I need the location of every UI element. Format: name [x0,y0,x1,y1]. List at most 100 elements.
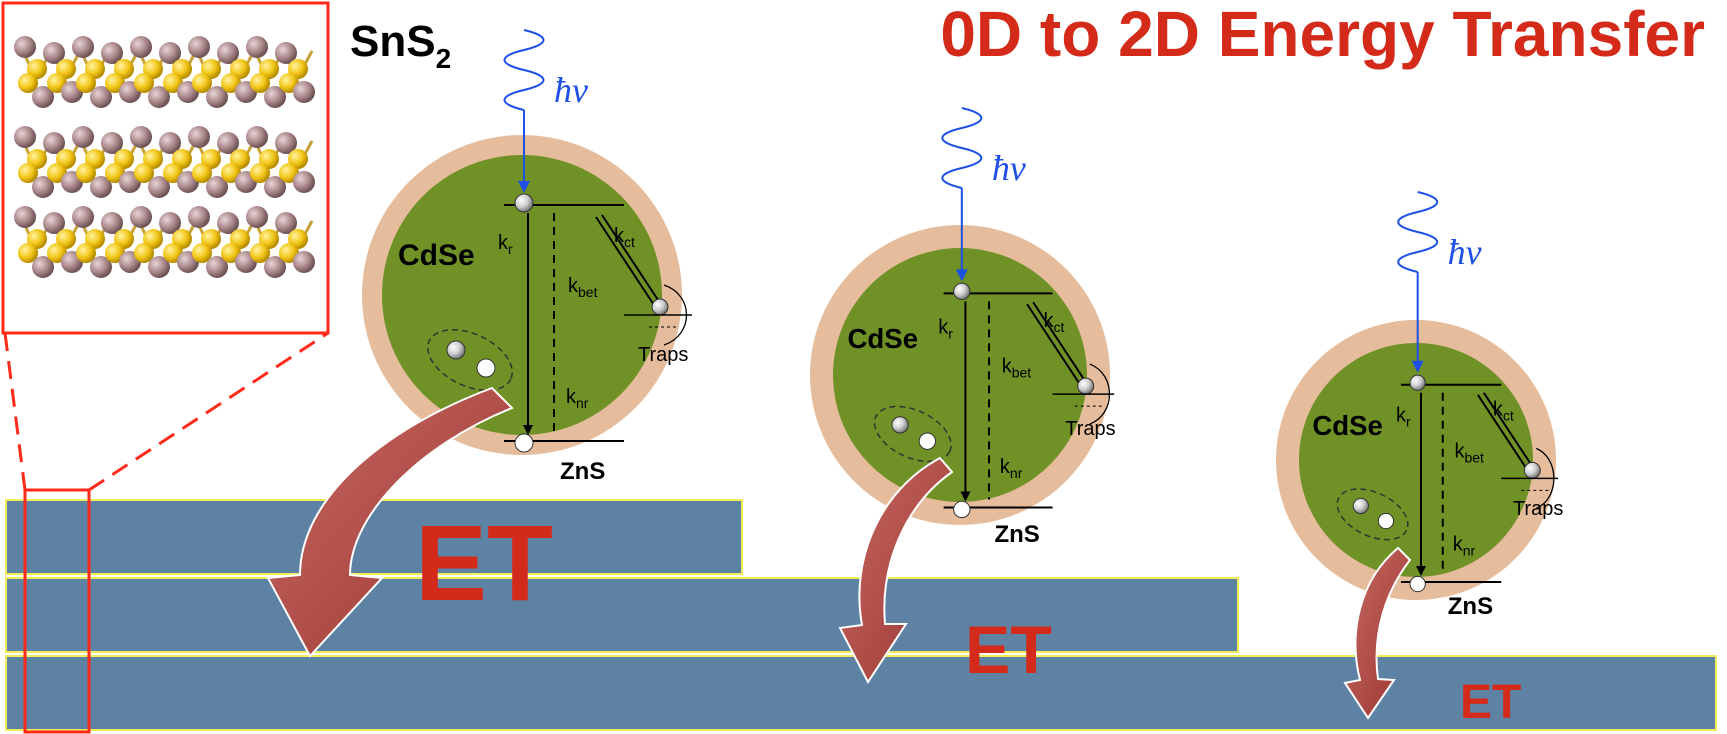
trapped-electron [1077,377,1095,395]
sn-atom [32,176,54,198]
exciton-hole [476,358,496,378]
sn-atom [188,36,210,58]
sn-atom [159,132,181,154]
cdse-core [833,248,1087,502]
hole [514,433,534,453]
knr-label: knr [1453,533,1476,558]
photon-arrowhead [955,269,968,282]
electron [953,282,971,301]
et-arrow-shape [1343,546,1412,720]
kr-label: kr [498,232,513,257]
shell-label: ZnS [1448,593,1493,620]
sn-atom [32,86,54,108]
sn-atom [275,42,297,64]
sn-atom [206,176,228,198]
cdse-core [1299,343,1533,577]
kct-arrow [1477,394,1528,469]
photon-arrowhead [1411,360,1424,373]
photon-arrowhead [518,181,530,193]
trap-distribution [663,284,687,346]
et-arrow-2: ET [838,456,1052,688]
s-atom [192,163,212,183]
sn-atom [72,36,94,58]
s-atom [250,73,270,93]
core-label: CdSe [398,239,475,272]
traps-label: Traps [1513,498,1563,520]
shell-label: ZnS [560,458,605,485]
et-label: ET [965,612,1052,688]
sn-atom [90,176,112,198]
photon: ħv [941,107,1026,282]
sn-atom [293,251,315,273]
sn-atom [43,42,65,64]
sn-atom [14,206,36,228]
trap-distribution [1536,447,1555,509]
arrowhead [1416,566,1427,577]
et-arrow-1: ET [266,386,553,658]
sn-atom [90,256,112,278]
sn-atom [206,256,228,278]
s-atom [18,243,38,263]
zoom-line-left [3,332,27,491]
material-subscript: 2 [436,43,452,74]
trap-distribution [1089,363,1111,425]
kbet-label: kbet [1002,355,1032,380]
exciton-hole [918,432,937,450]
photon-wave [503,29,545,111]
sn-atom [217,42,239,64]
photon-energy-label: ħv [554,70,588,110]
sn-atom [72,206,94,228]
shell-label: ZnS [994,521,1039,548]
sn-atom [264,256,286,278]
material-label: SnS2 [350,17,451,74]
exciton-boundary [873,405,952,463]
photon-wave [941,107,983,189]
arrowhead [523,425,533,435]
sn-atom [32,256,54,278]
sn-atom [159,212,181,234]
s-atom [76,163,96,183]
sn-atom [148,86,170,108]
knr-label: knr [1000,456,1023,481]
s-atom [76,73,96,93]
dot-1: CdSe ZnS kr knr kct kbet Traps ħv [362,29,692,485]
sn-atom [101,212,123,234]
kct-label: kct [1043,310,1064,335]
cdse-core [382,155,662,435]
title: 0D to 2D Energy Transfer [940,0,1705,70]
kbet-arrow [1483,392,1534,467]
et-arrow-3: ET [1343,546,1521,729]
exciton-hole [1377,512,1395,530]
kct-arrow [595,216,655,306]
sn-atom [101,42,123,64]
kr-label: kr [1396,405,1411,430]
sn-atom [217,132,239,154]
kct-label: kct [614,225,635,250]
et-label: ET [1460,676,1521,729]
sn-atom [275,132,297,154]
sn-atom [43,132,65,154]
crystal-layer-3 [14,206,315,278]
kr-label: kr [938,316,953,341]
sn-atom [188,126,210,148]
sn-atom [246,206,268,228]
core-label: CdSe [1312,410,1383,441]
s-atom [76,243,96,263]
photon-energy-label: ħv [1448,232,1482,272]
exciton-boundary [1336,488,1409,541]
s-atom [250,243,270,263]
et-label: ET [415,502,553,623]
kbet-arrow [601,214,661,304]
exciton-electron [891,416,909,434]
traps-label: Traps [1065,418,1115,440]
sn-atom [14,36,36,58]
s-atom [18,163,38,183]
zoom-marker [23,488,91,734]
layer-middle [5,577,1239,653]
trapped-electron [651,298,669,316]
sn-atom [246,36,268,58]
quantum-dots: CdSeZnSkrknrkctkbetTrapsħvCdSeZnSkrknrkc… [362,29,1563,620]
sn-atom [246,126,268,148]
sn-atom [275,212,297,234]
